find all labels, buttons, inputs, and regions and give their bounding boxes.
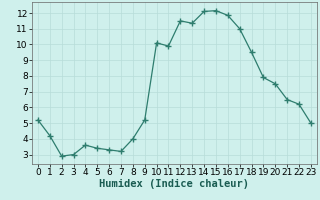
X-axis label: Humidex (Indice chaleur): Humidex (Indice chaleur)	[100, 179, 249, 189]
